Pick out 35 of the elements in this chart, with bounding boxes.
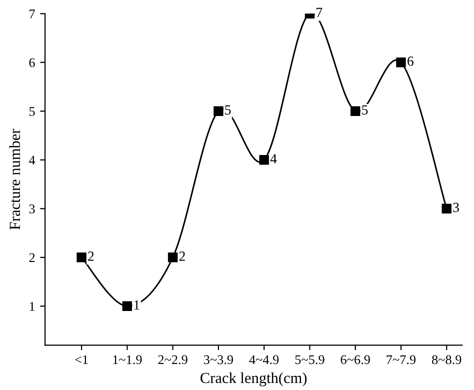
point	[214, 106, 224, 116]
point	[168, 252, 178, 262]
x-tick-label: <1	[75, 355, 88, 364]
point	[76, 252, 86, 262]
x-tick-label: 5~5.9	[295, 355, 324, 364]
y-tick-label: 7	[30, 10, 35, 18]
y-tick-label: 6	[29, 58, 35, 68]
y-axis-title: Fracture number	[9, 128, 20, 230]
y-tick-label: 1	[30, 302, 35, 311]
data-label: 7	[316, 8, 322, 17]
point	[350, 106, 360, 116]
data-label: 1	[134, 300, 140, 310]
x-tick-label: 6~6.9	[340, 355, 370, 364]
data-label: 2	[179, 252, 185, 261]
x-tick-label: 7~7.9	[386, 355, 416, 364]
x-tick-label: 3~3.9	[204, 355, 234, 364]
data-label: 2	[88, 252, 94, 261]
x-tick-label: 4~4.9	[249, 355, 279, 364]
data-label: 5	[225, 105, 231, 115]
y-tick-label: 4	[28, 156, 36, 164]
data-label: 6	[408, 56, 414, 66]
x-tick-label: 1~1.9	[113, 355, 142, 364]
data-label: 3	[453, 202, 459, 212]
point	[396, 58, 406, 68]
point	[259, 155, 269, 165]
y-tick-label: 5	[29, 107, 35, 116]
x-axis-title: Crack length(cm)	[200, 372, 307, 386]
y-tick-label: 2	[29, 253, 35, 262]
point	[122, 301, 132, 312]
x-tick-label: 8~8.9	[432, 355, 462, 364]
x-tick-label: 2~2.9	[158, 355, 188, 364]
point	[442, 204, 452, 214]
data-label: 5	[362, 105, 368, 115]
y-tick-label: 3	[29, 204, 35, 214]
data-label: 4	[270, 154, 277, 164]
